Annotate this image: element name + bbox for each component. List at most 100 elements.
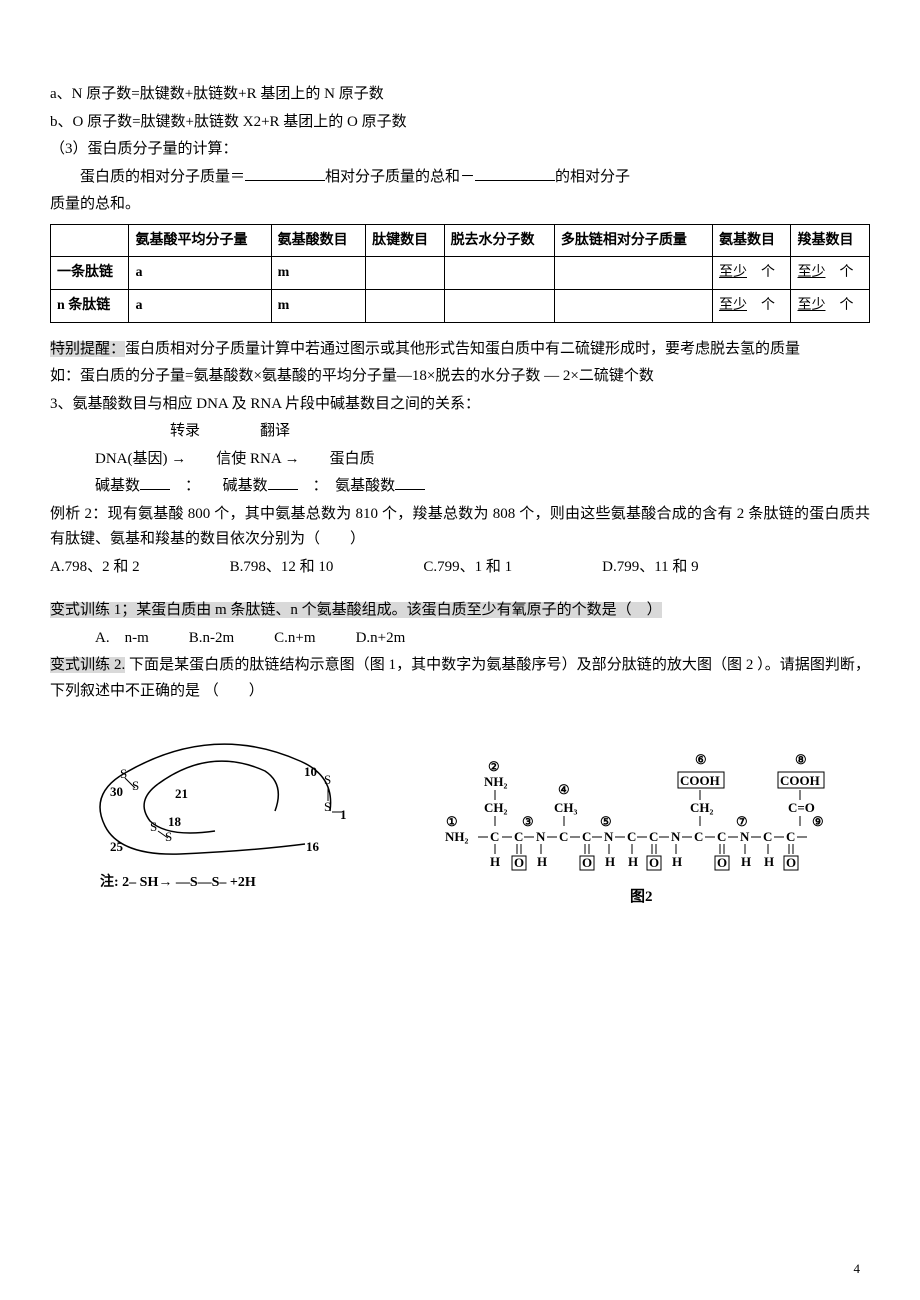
- fig2-circ2: ②: [488, 759, 500, 774]
- r2-label: n 条肽链: [51, 290, 129, 323]
- fig2-circ9: ⑨: [812, 814, 824, 829]
- r2-c8: 至少 个: [791, 290, 870, 323]
- note-tag: 特别提醒：: [50, 341, 125, 357]
- r2-c8a: 至少: [797, 298, 825, 313]
- var1-opt-d: D.n+2m: [356, 626, 406, 652]
- fig2-o-2: O: [582, 855, 592, 870]
- fig1-n1: 1: [340, 807, 347, 822]
- fig2-circ7: ⑦: [736, 814, 748, 829]
- note-text2: 如：蛋白质的分子量=氨基酸数×氨基酸的平均分子量—18×脱去的水分子数 — 2×…: [50, 364, 870, 390]
- th-avgmass: 氨基酸平均分子量: [129, 224, 271, 257]
- fig2-cooh-1: COOH: [680, 773, 720, 788]
- fig2-ch3: CH₃: [554, 800, 578, 815]
- calc-title: （3）蛋白质分子量的计算：: [50, 137, 870, 163]
- var1-opt-a: A. n-m: [95, 626, 149, 652]
- r1-c8b: 个: [839, 265, 853, 280]
- r1-c7: 至少 个: [713, 257, 791, 290]
- fig2-o-3: O: [649, 855, 659, 870]
- fig2-circ8: ⑧: [795, 752, 807, 767]
- fig2-co: C=O: [788, 800, 815, 815]
- fig2-h-7: H: [764, 854, 774, 869]
- figure-2: NH₂ C H CH₂ NH₂ C O N H: [440, 716, 870, 926]
- q3-dna: DNA(基因) →: [95, 451, 186, 467]
- peptide-table: 氨基酸平均分子量 氨基酸数目 肽键数目 脱去水分子数 多肽链相对分子质量 氨基数…: [50, 224, 870, 323]
- th-water-count: 脱去水分子数: [444, 224, 554, 257]
- fig2-c-2: C: [514, 829, 523, 844]
- blank-1: [245, 165, 325, 181]
- q3-fy: 翻译: [260, 423, 290, 439]
- table-row-nchain: n 条肽链 a m 至少 个 至少 个: [51, 290, 870, 323]
- fig2-o-5: O: [786, 855, 796, 870]
- var2-tag: 变式训练 2.: [50, 657, 125, 673]
- atom-rule-a: a、N 原子数=肽键数+肽链数+R 基团上的 N 原子数: [50, 82, 870, 108]
- var1-opt-b: B.n-2m: [189, 626, 234, 652]
- fig1-n25: 25: [110, 839, 124, 854]
- fig1-note: 注: 2– SH→ —S—S– +2H: [100, 873, 256, 890]
- calc-line2: 质量的总和。: [50, 192, 870, 218]
- blank-base-b: [268, 474, 298, 490]
- var1-options: A. n-m B.n-2m C.n+m D.n+2m: [95, 626, 870, 652]
- fig2-c-5: C: [627, 829, 636, 844]
- fig2-h-3: H: [605, 854, 615, 869]
- fig1-s3: S: [324, 772, 331, 787]
- page-number: 4: [854, 1258, 861, 1280]
- fig2-c-3: C: [559, 829, 568, 844]
- r2-c2: a: [129, 290, 271, 323]
- fig2-c-8: C: [717, 829, 726, 844]
- blank-base-c: [395, 474, 425, 490]
- fig2-circ4: ④: [558, 782, 570, 797]
- fig2-h-5: H: [672, 854, 682, 869]
- ex2-options: A.798、2 和 2 B.798、12 和 10 C.799、1 和 1 D.…: [50, 555, 870, 581]
- fig2-nh2-1: NH₂: [445, 829, 469, 844]
- fig1-s5: S: [150, 819, 157, 834]
- q3-rna: 信使 RNA →: [216, 451, 299, 467]
- calc-formula: 蛋白质的相对分子质量＝相对分子质量的总和－的相对分子: [50, 165, 870, 191]
- q3-sep2: ：: [313, 478, 321, 494]
- fig2-h-6: H: [741, 854, 751, 869]
- fig2-n-3: N: [671, 829, 681, 844]
- var1-stem: 变式训练 1；某蛋白质由 m 条肽链、n 个氨基酸组成。该蛋白质至少有氧原子的个…: [50, 598, 870, 624]
- atom-rule-b: b、O 原子数=肽键数+肽链数 X2+R 基团上的 O 原子数: [50, 110, 870, 136]
- th-carboxyl-count: 羧基数目: [791, 224, 870, 257]
- q3-line2: DNA(基因) → 信使 RNA → 蛋白质: [95, 447, 870, 473]
- q3-base-b: 碱基数: [223, 478, 268, 494]
- calc-part1: 蛋白质的相对分子质量＝: [80, 169, 245, 185]
- fig2-n-4: N: [740, 829, 750, 844]
- fig1-n10: 10: [304, 764, 317, 779]
- r1-c3: m: [271, 257, 365, 290]
- fig2-n-2: N: [604, 829, 614, 844]
- fig2-nh2-2: NH₂: [484, 774, 508, 789]
- fig2-h-2: H: [537, 854, 547, 869]
- fig2-h-4: H: [628, 854, 638, 869]
- fig2-c-6: C: [649, 829, 658, 844]
- r2-c5: [444, 290, 554, 323]
- ex2-opt-b: B.798、12 和 10: [230, 555, 334, 581]
- fig2-ch2-1: CH₂: [484, 800, 508, 815]
- calc-part3: 的相对分子: [555, 169, 630, 185]
- note-block: 特别提醒：蛋白质相对分子质量计算中若通过图示或其他形式告知蛋白质中有二硫键形成时…: [50, 337, 870, 363]
- var2-stem: 下面是某蛋白质的肽链结构示意图（图 1，其中数字为氨基酸序号）及部分肽链的放大图…: [50, 657, 870, 699]
- q3-zl: 转录: [170, 423, 200, 439]
- ex2-opt-d: D.799、11 和 9: [602, 555, 699, 581]
- q3-sep1: ：: [185, 478, 193, 494]
- fig2-c-9: C: [763, 829, 772, 844]
- table-row-1chain: 一条肽链 a m 至少 个 至少 个: [51, 257, 870, 290]
- th-aa-count: 氨基酸数目: [271, 224, 365, 257]
- fig2-c-7: C: [694, 829, 703, 844]
- ex2-stem: 例析 2：现有氨基酸 800 个，其中氨基总数为 810 个，羧基总数为 808…: [50, 502, 870, 553]
- th-chain-mass: 多肽链相对分子质量: [554, 224, 712, 257]
- fig2-circ6: ⑥: [695, 752, 707, 767]
- fig2-c-4: C: [582, 829, 591, 844]
- ex2-opt-a: A.798、2 和 2: [50, 555, 140, 581]
- fig2-o-1: O: [514, 855, 524, 870]
- fig2-c-1: C: [490, 829, 499, 844]
- fig2-o-4: O: [717, 855, 727, 870]
- r1-label: 一条肽链: [51, 257, 129, 290]
- fig2-ch2-2: CH₂: [690, 800, 714, 815]
- q3-labels: 转录 翻译: [170, 419, 870, 445]
- r1-c7b: 个: [761, 265, 775, 280]
- r2-c7a: 至少: [719, 298, 747, 313]
- r2-c8b: 个: [839, 298, 853, 313]
- fig2-h-1: H: [490, 854, 500, 869]
- r2-c7b: 个: [761, 298, 775, 313]
